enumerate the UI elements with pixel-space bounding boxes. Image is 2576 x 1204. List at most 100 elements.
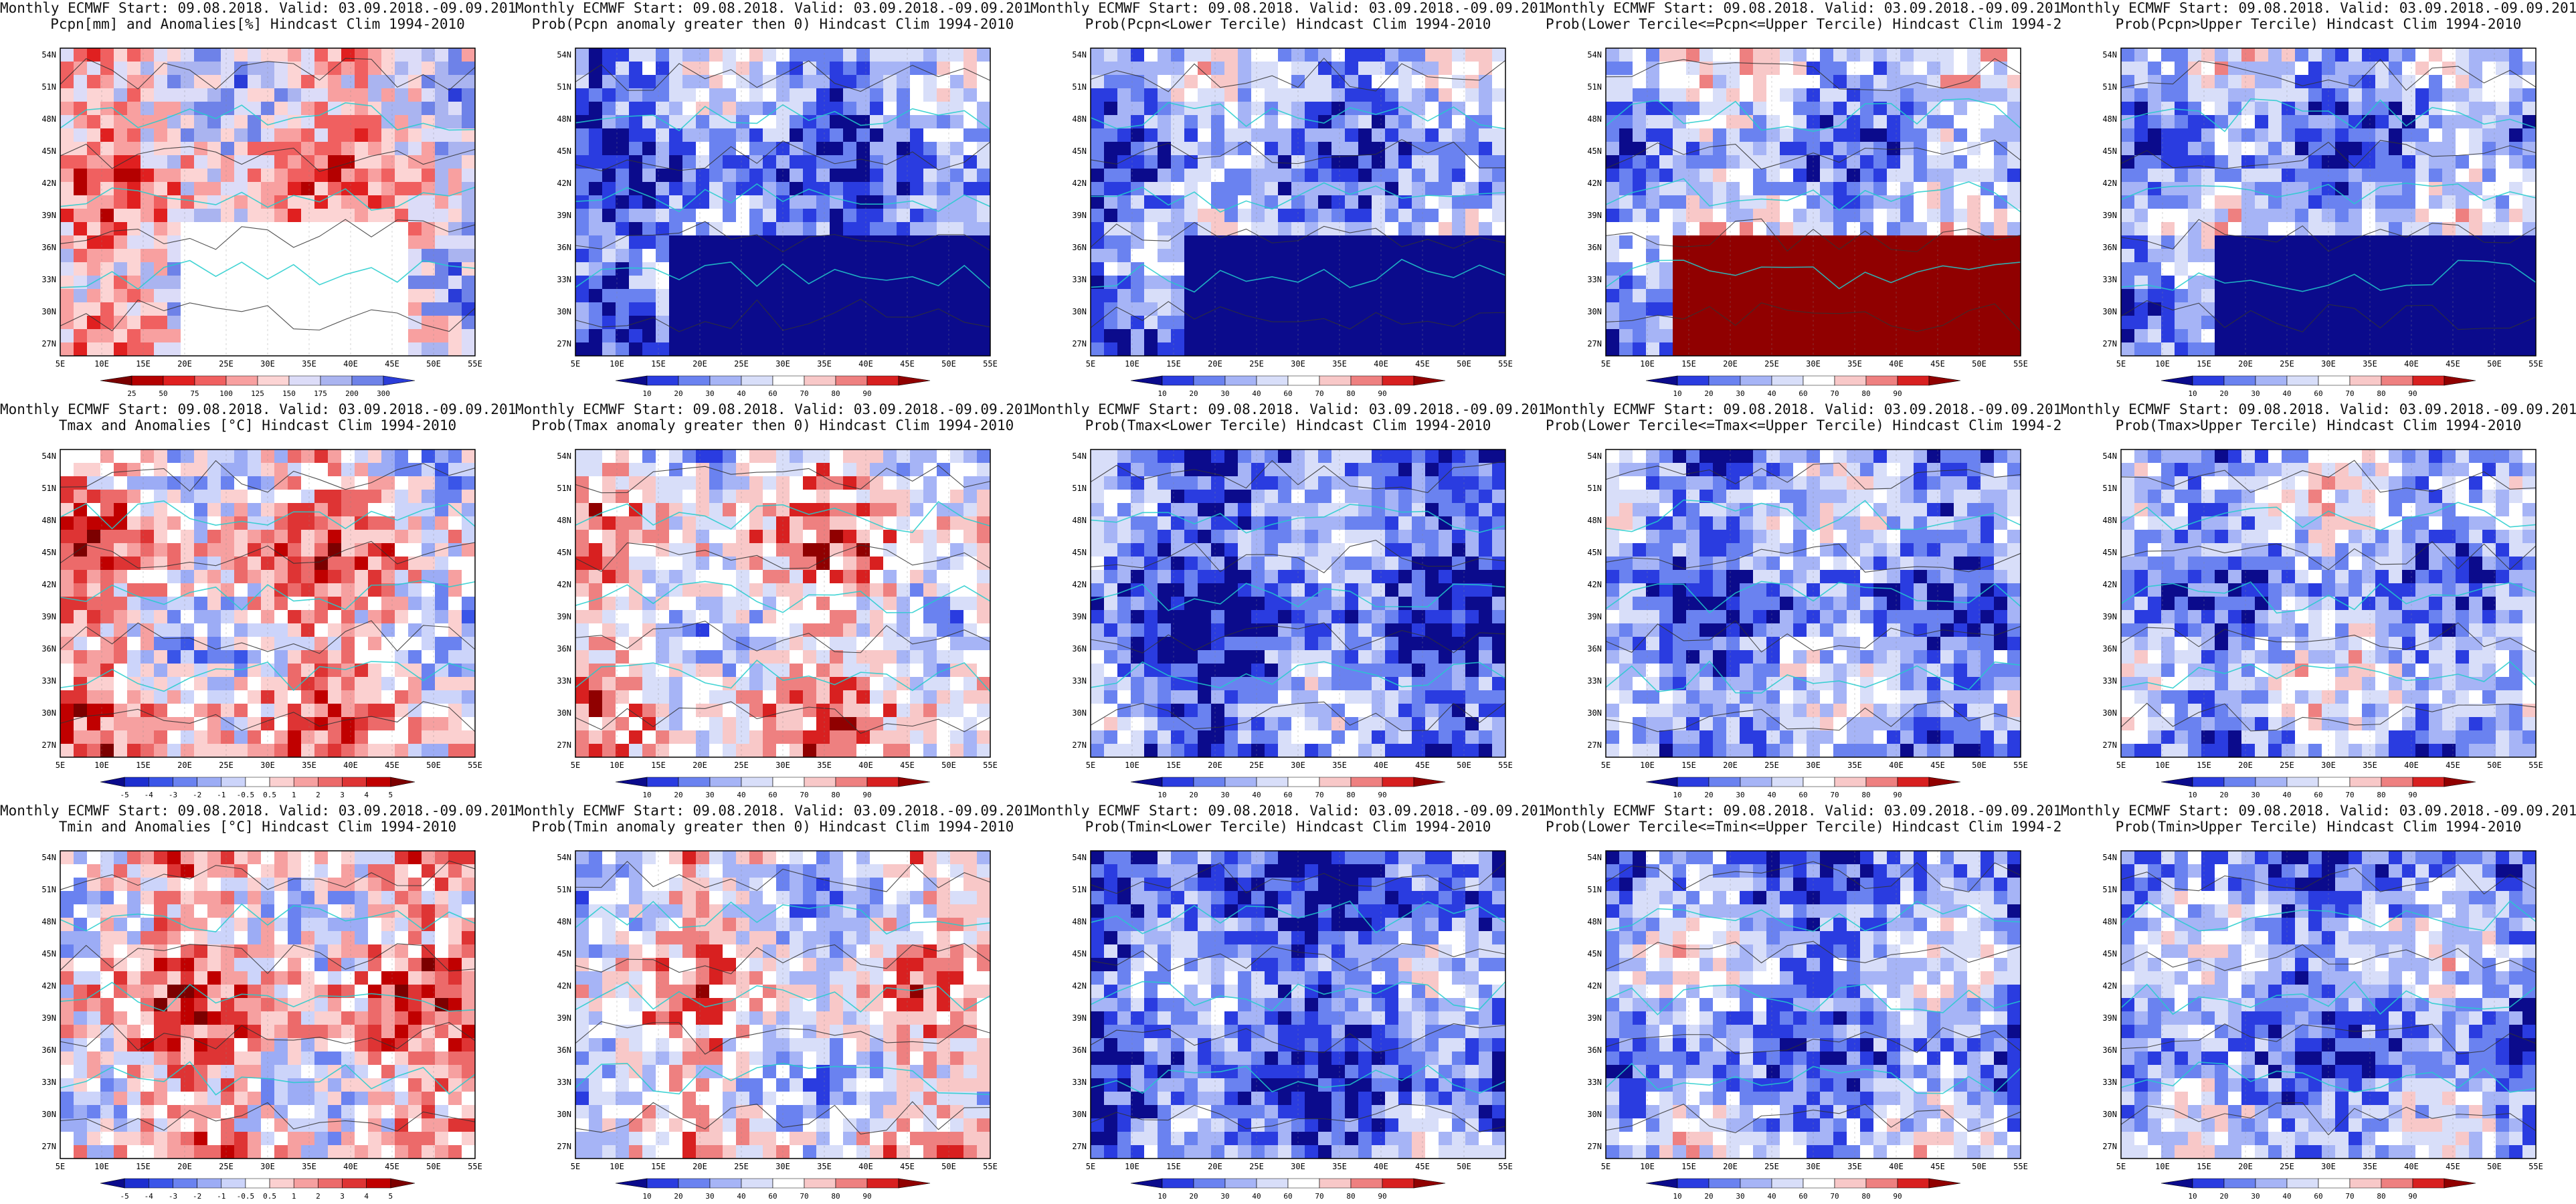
map-panel: Monthly ECMWF Start: 09.08.2018. Valid: …	[515, 803, 1030, 1204]
colorbar-swatch	[2160, 777, 2193, 787]
colorbar-swatch	[221, 777, 246, 787]
colorbar-label: 90	[1893, 389, 1902, 398]
lon-tick-label: 50E	[1457, 359, 1471, 369]
lat-tick-label: 45N	[557, 146, 571, 156]
colorbar-swatch	[1740, 375, 1772, 386]
lat-tick-label: 27N	[41, 1142, 56, 1151]
colorbar-swatch	[2286, 375, 2319, 386]
colorbar-swatch	[1319, 1178, 1352, 1189]
colorbar-swatch	[293, 777, 318, 787]
lon-tick-label: 5E	[1601, 1162, 1611, 1171]
lat-tick-label: 27N	[1587, 339, 1602, 348]
lon-tick-label: 15E	[2197, 761, 2211, 770]
colorbar-swatch	[2223, 375, 2256, 386]
lon-tick-label: 45E	[1415, 1162, 1430, 1171]
lat-tick-label: 33N	[2102, 676, 2117, 686]
shaded-field	[575, 48, 991, 357]
lat-tick-label: 51N	[1072, 484, 1087, 493]
lon-tick-label: 20E	[1208, 761, 1222, 770]
lon-tick-label: 45E	[1930, 1162, 1945, 1171]
colorbar-label: 10	[1673, 1192, 1681, 1201]
colorbar-label: 2	[316, 791, 320, 799]
colorbar-label: 3	[340, 1192, 345, 1201]
colorbar-swatch	[197, 1178, 222, 1189]
colorbar-swatch	[2160, 1178, 2193, 1189]
colorbar-label: 60	[1799, 389, 1807, 398]
lat-tick-label: 33N	[2102, 275, 2117, 284]
lat-tick-label: 30N	[1587, 1110, 1602, 1119]
colorbar-swatch	[366, 1178, 391, 1189]
colorbar-label: 60	[768, 389, 777, 398]
panel-title-line1: Monthly ECMWF Start: 09.08.2018. Valid: …	[1030, 401, 1546, 417]
lat-tick-label: 36N	[1587, 1045, 1602, 1055]
colorbar-swatch	[2444, 777, 2476, 787]
lat-tick-label: 45N	[1587, 949, 1602, 959]
lat-tick-label: 42N	[41, 179, 56, 188]
lon-tick-label: 25E	[2280, 1162, 2294, 1171]
lon-tick-label: 15E	[136, 1162, 151, 1171]
lon-tick-label: 55E	[1498, 761, 1513, 770]
lat-tick-label: 39N	[2102, 1013, 2117, 1023]
lat-tick-label: 33N	[557, 1078, 571, 1087]
lon-tick-label: 10E	[1125, 359, 1139, 369]
colorbar-swatch	[2255, 1178, 2288, 1189]
colorbar-label: 70	[800, 1192, 808, 1201]
colorbar-label: 10	[642, 1192, 651, 1201]
lon-tick-label: 40E	[1889, 1162, 1904, 1171]
colorbar-swatch	[1708, 375, 1741, 386]
colorbar-swatch	[678, 777, 711, 787]
panel-title-line2: Pcpn[mm] and Anomalies[%] Hindcast Clim …	[50, 16, 465, 32]
lat-tick-label: 45N	[1587, 146, 1602, 156]
lat-tick-label: 51N	[41, 885, 56, 894]
lon-tick-label: 30E	[1806, 359, 1821, 369]
lat-tick-label: 33N	[2102, 1078, 2117, 1087]
colorbar-label: 90	[1893, 1192, 1902, 1201]
colorbar-label: 80	[831, 791, 840, 799]
lat-tick-label: 54N	[557, 50, 571, 60]
colorbar-label: 1	[292, 1192, 296, 1201]
lon-tick-label: 45E	[1930, 761, 1945, 770]
map-frame: 54N 51N 48N 45N 42N 39N 36N 33N 30N 27N 5E 10E 15E 20…	[2081, 436, 2556, 771]
lat-tick-label: 36N	[557, 644, 571, 654]
colorbar-swatch	[1928, 777, 1961, 787]
shaded-field	[2121, 449, 2537, 758]
lat-tick-label: 54N	[1587, 853, 1602, 862]
colorbar-label: 70	[1315, 389, 1323, 398]
colorbar-label: 10	[1158, 1192, 1166, 1201]
colorbar-label: 20	[1189, 1192, 1198, 1201]
lat-tick-label: 45N	[557, 548, 571, 557]
colorbar-swatch	[318, 1178, 343, 1189]
colorbar-swatch	[1162, 375, 1194, 386]
lon-tick-label: 35E	[302, 1162, 316, 1171]
map-frame: 54N 51N 48N 45N 42N 39N 36N 33N 30N 27N 5E 10E 15E 20…	[20, 35, 495, 369]
colorbar-swatch	[1413, 375, 1446, 386]
lat-tick-label: 27N	[41, 339, 56, 348]
shaded-field	[1091, 48, 1506, 357]
colorbar-label: 200	[345, 389, 359, 398]
colorbar-swatch	[1928, 1178, 1961, 1189]
lat-tick-label: 39N	[41, 1013, 56, 1023]
colorbar-swatch	[898, 375, 931, 386]
colorbar-swatch	[2412, 1178, 2445, 1189]
lon-tick-label: 40E	[2404, 359, 2419, 369]
lon-tick-label: 5E	[56, 761, 65, 770]
lat-tick-label: 45N	[2102, 146, 2117, 156]
lat-tick-label: 27N	[1587, 1142, 1602, 1151]
lon-tick-label: 30E	[260, 1162, 275, 1171]
lon-tick-label: 40E	[858, 1162, 873, 1171]
colorbar-swatch	[866, 1178, 899, 1189]
colorbar-swatch	[1740, 1178, 1772, 1189]
colorbar-swatch	[149, 1178, 173, 1189]
shaded-field	[575, 449, 991, 758]
colorbar-label: -2	[193, 791, 201, 799]
colorbar-swatch	[2381, 777, 2413, 787]
lon-tick-label: 45E	[385, 1162, 399, 1171]
colorbar-label: 40	[737, 389, 745, 398]
colorbar-label: 60	[1283, 1192, 1292, 1201]
lat-tick-label: 45N	[2102, 548, 2117, 557]
colorbar-label: -0.5	[237, 1192, 255, 1201]
map-frame: 54N 51N 48N 45N 42N 39N 36N 33N 30N 27N 5E 10E 15E 20…	[2081, 35, 2556, 369]
colorbar-label: 20	[1704, 1192, 1713, 1201]
colorbar-label: 60	[1283, 791, 1292, 799]
colorbar-swatch	[173, 777, 197, 787]
